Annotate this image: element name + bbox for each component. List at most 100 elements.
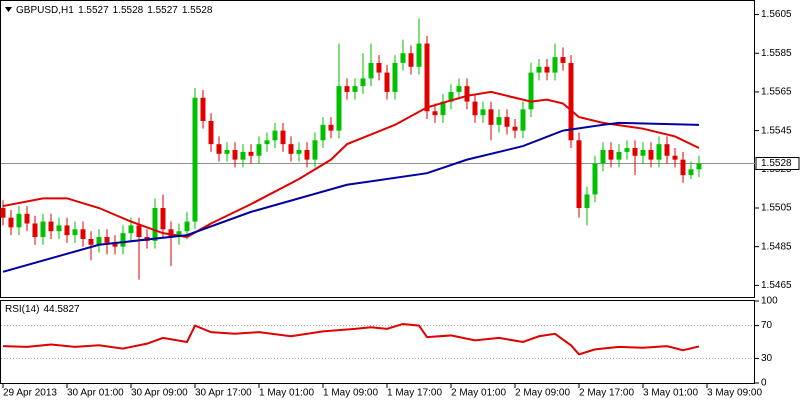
- candle-body: [136, 225, 142, 238]
- x-tick-label: 1 May 01:00: [259, 388, 314, 399]
- candle-body: [280, 130, 286, 145]
- candle-body: [264, 140, 270, 145]
- x-tick-label: 3 May 01:00: [643, 388, 698, 399]
- candle-body: [32, 223, 38, 238]
- candle-body: [352, 86, 358, 92]
- y-tick-label: 1.5585: [761, 48, 792, 59]
- candle-body: [192, 97, 198, 222]
- candle-body: [672, 155, 678, 160]
- candle-body: [464, 86, 470, 102]
- candle-body: [160, 208, 166, 230]
- candle-body: [168, 229, 174, 238]
- symbol: GBPUSD,H1: [16, 5, 74, 16]
- candle-body: [312, 140, 318, 160]
- candle-body: [696, 163, 702, 170]
- current-price-label: 1.5528: [761, 158, 792, 169]
- candle-body: [512, 126, 518, 131]
- candle-body: [360, 78, 366, 87]
- candle-body: [680, 159, 686, 176]
- current-price-box: [755, 157, 800, 171]
- x-tick-label: 3 May 09:00: [707, 388, 762, 399]
- candle-body: [216, 144, 222, 154]
- candle-body: [656, 144, 662, 160]
- y-tick-label: 1.5465: [761, 280, 792, 291]
- candle-body: [424, 43, 430, 112]
- candle-body: [200, 97, 206, 121]
- y-tick-label: 1.5565: [761, 87, 792, 98]
- candle-body: [552, 57, 558, 73]
- candle-body: [344, 86, 350, 92]
- candle-body: [488, 109, 494, 125]
- rsi-name: RSI(14): [5, 304, 39, 315]
- candle-body: [80, 229, 86, 239]
- y-tick-label: 1.5505: [761, 203, 792, 214]
- candle-body: [184, 221, 190, 232]
- chart-header: GBPUSD,H1 1.5527 1.5528 1.5527 1.5528: [16, 5, 213, 16]
- candle-body: [520, 109, 526, 131]
- candle-body: [64, 225, 70, 236]
- y-tick-label: 100: [761, 296, 778, 307]
- candle-body: [40, 221, 46, 238]
- candle-body: [304, 149, 310, 160]
- candle-body: [240, 151, 246, 160]
- moving-average: [2, 90, 700, 239]
- candle-body: [616, 151, 622, 160]
- candle-body: [272, 130, 278, 141]
- candle-body: [384, 72, 390, 92]
- candle-body: [416, 43, 422, 67]
- y-tick-label: 1.5545: [761, 125, 792, 136]
- rsi-value: 44.5827: [43, 304, 80, 315]
- candle-body: [24, 213, 30, 224]
- candle-body: [88, 238, 94, 245]
- candle-body: [152, 208, 158, 241]
- x-tick-label: 30 Apr 17:00: [195, 388, 252, 399]
- y-tick-label: 30: [761, 353, 773, 364]
- candle-body: [608, 149, 614, 160]
- candle-body: [112, 242, 118, 247]
- candle-body: [688, 169, 694, 176]
- candle-body: [432, 111, 438, 116]
- candle-body: [288, 144, 294, 154]
- candle-body: [296, 149, 302, 154]
- last-close: 1.5528: [182, 5, 213, 16]
- candle-body: [648, 149, 654, 160]
- candle-body: [368, 62, 374, 79]
- x-tick-label: 2 May 01:00: [451, 388, 506, 399]
- candle-body: [0, 208, 6, 218]
- rsi-header: RSI(14) 44.5827: [5, 304, 80, 315]
- candle-body: [592, 163, 598, 195]
- candle-body: [544, 66, 550, 73]
- candle-body: [448, 91, 454, 102]
- candle-body: [176, 231, 182, 238]
- x-tick-label: 30 Apr 09:00: [131, 388, 188, 399]
- candle-body: [624, 148, 630, 152]
- main-panel: [0, 0, 755, 298]
- candle-body: [600, 149, 606, 164]
- candle-body: [576, 140, 582, 209]
- candle-body: [408, 53, 414, 67]
- candle-body: [48, 221, 54, 232]
- candle-body: [104, 237, 110, 243]
- x-tick-label: 2 May 09:00: [515, 388, 570, 399]
- indicator-line: [2, 322, 700, 356]
- x-tick-label: 1 May 17:00: [387, 388, 442, 399]
- candle-body: [568, 62, 574, 141]
- candle-body: [480, 109, 486, 116]
- candle-body: [8, 217, 14, 228]
- candle-body: [632, 148, 638, 156]
- candle-body: [208, 120, 214, 145]
- y-tick-label: 70: [761, 320, 773, 331]
- candle-body: [56, 225, 62, 232]
- candle-body: [472, 101, 478, 116]
- candle-body: [584, 194, 590, 209]
- candle-body: [120, 233, 126, 247]
- menu-arrow[interactable]: [5, 7, 12, 12]
- candle-body: [376, 62, 382, 73]
- candle-body: [664, 144, 670, 156]
- candle-body: [456, 86, 462, 92]
- x-tick-label: 29 Apr 2013: [3, 388, 57, 399]
- candle-body: [256, 144, 262, 156]
- rsi-panel: [0, 300, 755, 384]
